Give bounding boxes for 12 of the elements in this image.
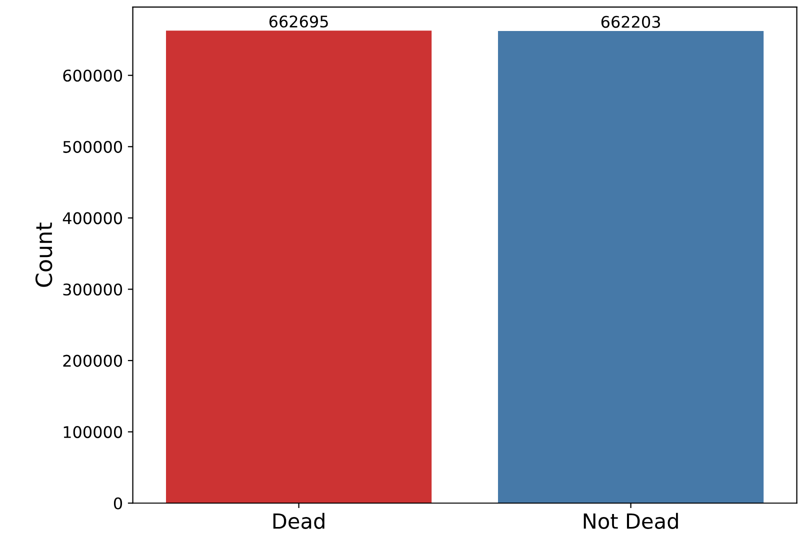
x-tick-label: Not Dead — [584, 512, 678, 529]
y-tick-label: 400000 — [62, 212, 122, 224]
x-tick-label: Dead — [273, 512, 324, 529]
y-tick-label: 300000 — [63, 283, 122, 296]
y-tick-label: 500000 — [63, 140, 122, 153]
data-label: 662203 — [601, 16, 660, 28]
data-label: 662695 — [269, 15, 328, 28]
y-tick-label: 100000 — [64, 426, 122, 438]
y-tick-label: 200000 — [63, 354, 122, 367]
y-tick-label: 0 — [114, 497, 122, 510]
y-axis-title: Count — [35, 222, 52, 287]
y-tick-label: 600000 — [63, 70, 122, 82]
